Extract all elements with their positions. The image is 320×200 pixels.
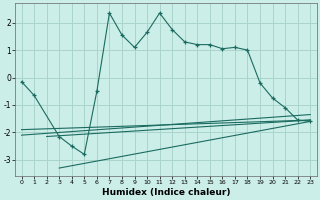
X-axis label: Humidex (Indice chaleur): Humidex (Indice chaleur)	[102, 188, 230, 197]
